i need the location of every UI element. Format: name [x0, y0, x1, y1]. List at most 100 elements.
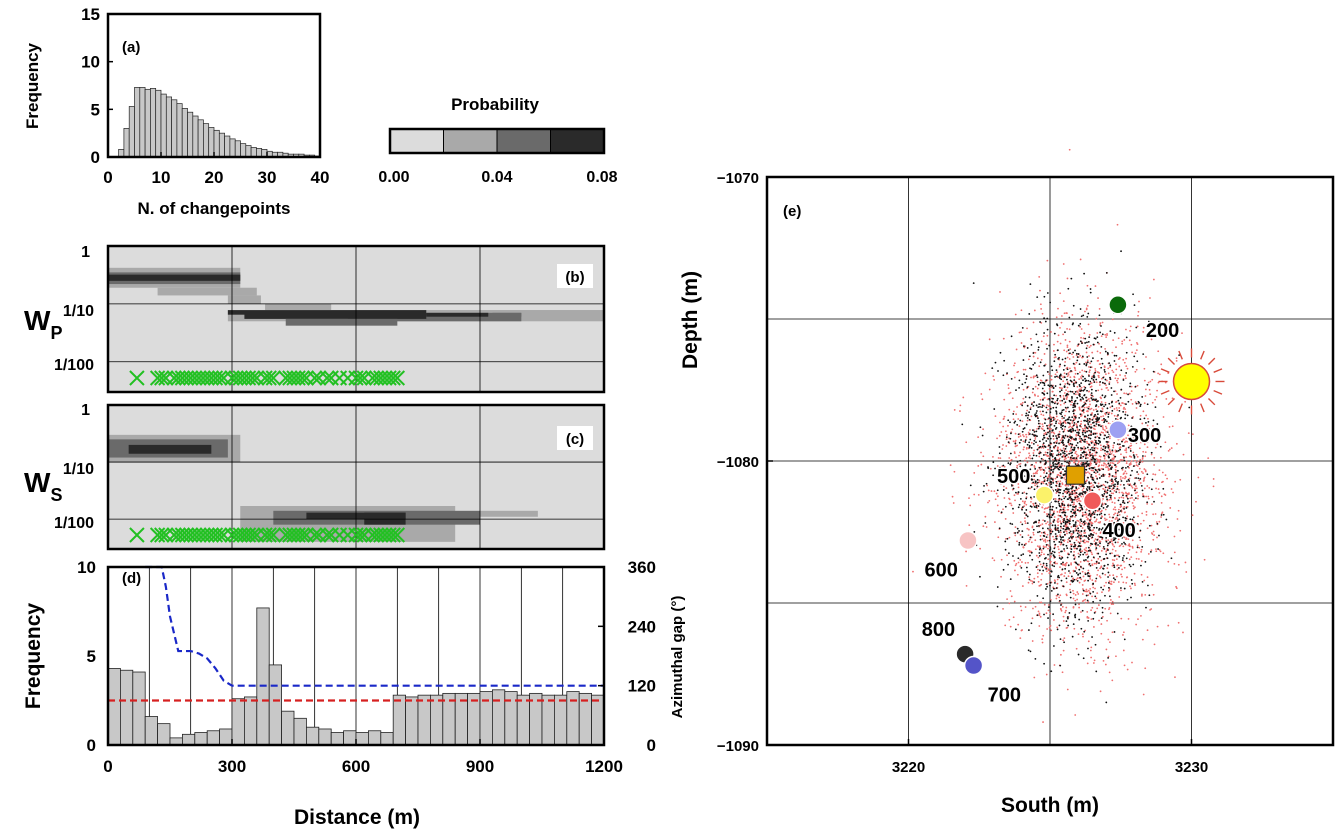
panel-e-event-red [1106, 386, 1108, 389]
panel-e-event-red [1038, 625, 1041, 627]
panel-e-event-red [1048, 424, 1050, 427]
panel-e-event-black [1008, 552, 1010, 555]
panel-e-event-black [1131, 365, 1134, 368]
panel-e-event-red [1164, 494, 1167, 496]
panel-e-event-red [1041, 523, 1044, 526]
panel-e-event-black [1083, 630, 1086, 633]
panel-e-event-red [1054, 498, 1057, 500]
panel-e-event-red [1148, 438, 1151, 441]
panel-e-event-black [1069, 428, 1072, 431]
panel-e-event-red [1085, 522, 1087, 524]
panel-e-event-red [1131, 539, 1134, 542]
panel-e-event-red [1096, 592, 1099, 594]
panel-e-event-black [1067, 418, 1070, 421]
panel-e-event-red [1162, 552, 1165, 555]
panel-e-event-black [1045, 583, 1048, 586]
panel-e-event-black [1050, 450, 1053, 452]
panel-e-event-black [1066, 617, 1069, 620]
panel-e-event-red [1131, 661, 1133, 664]
panel-e-event-black [1069, 591, 1072, 594]
panel-e-event-red [1007, 424, 1009, 427]
panel-e-event-black [1081, 355, 1084, 358]
panel-e-event-red [1061, 483, 1064, 486]
panel-e-event-black [1042, 398, 1044, 401]
panel-e-event-red [1140, 550, 1143, 553]
panel-e-event-black [1082, 429, 1085, 432]
panel-c-marker [261, 527, 277, 543]
panel-b-marker [211, 370, 228, 386]
panel-e-event-red [1149, 297, 1151, 299]
panel-e-event-red [1055, 415, 1058, 418]
panel-e-event-black [1094, 595, 1097, 598]
panel-e-event-red [985, 526, 988, 528]
panel-e-event-black [1036, 485, 1039, 488]
panel-e-event-red [1064, 490, 1067, 493]
panel-e-event-black [1031, 457, 1034, 460]
panel-a-bar [245, 145, 252, 158]
panel-e-event-black [1131, 531, 1133, 534]
panel-e-event-black [1058, 482, 1061, 485]
panel-e-event-red [1098, 473, 1101, 476]
panel-e-event-black [1038, 552, 1041, 554]
panel-e-event-black [1094, 432, 1097, 435]
panel-e-event-red [1059, 342, 1062, 345]
panel-e-event-black [1104, 480, 1107, 483]
panel-e-ytick-label: −1090 [717, 738, 759, 755]
panel-e-event-black [1129, 382, 1132, 385]
panel-e-event-red [1070, 532, 1073, 535]
panel-e-event-red [1023, 517, 1026, 519]
panel-e-event-black [1039, 451, 1042, 454]
panel-e-event-red [1154, 446, 1157, 449]
panel-e-event-red [1064, 564, 1067, 567]
panel-e-event-red [1126, 576, 1129, 579]
panel-e-event-black [1145, 422, 1147, 424]
panel-e-event-black [1112, 484, 1115, 487]
panel-e-event-red [1052, 452, 1054, 455]
panel-e-event-red [1153, 464, 1155, 466]
panel-e-event-red [1015, 413, 1018, 416]
panel-e-event-black [1037, 509, 1040, 512]
panel-e-event-red [1043, 471, 1045, 474]
panel-e-event-black [1026, 522, 1029, 525]
panel-e-event-red [1114, 466, 1117, 468]
panel-e-event-red [1059, 485, 1062, 488]
panel-e-event-red [1104, 347, 1107, 350]
panel-e-event-red [1149, 393, 1152, 396]
panel-e-event-red [1048, 626, 1051, 629]
panel-e-event-black [1092, 511, 1095, 514]
panel-e-sun-ray [1178, 350, 1183, 360]
panel-d-bar [206, 730, 220, 746]
panel-e-event-black [1032, 387, 1035, 390]
panel-e-event-red [1102, 659, 1105, 662]
panel-e-event-red [1079, 521, 1081, 524]
panel-e-event-red [1048, 536, 1051, 539]
panel-e-event-black [1045, 562, 1048, 565]
panel-e-event-black [1030, 344, 1033, 346]
panel-d-bar [107, 668, 121, 746]
panel-e-event-red [1098, 575, 1101, 578]
panel-e-event-black [1094, 405, 1097, 408]
panel-e-event-black [1102, 448, 1104, 451]
panel-e-event-black [1070, 380, 1073, 383]
panel-e-event-black [1030, 486, 1033, 488]
panel-e-event-black [1117, 449, 1120, 452]
panel-e-event-red [1150, 524, 1153, 527]
panel-e-event-red [1132, 519, 1134, 522]
panel-e-event-red [1092, 427, 1095, 430]
panel-e-event-black [1076, 396, 1079, 399]
panel-e-event-red [1043, 405, 1046, 408]
panel-e-event-black [1054, 488, 1057, 491]
panel-e-event-black [1038, 569, 1041, 572]
panel-e-event-black [1093, 461, 1096, 463]
panel-e-event-black [1040, 482, 1043, 485]
panel-e-event-red [1145, 510, 1148, 513]
panel-e-event-black [1130, 439, 1133, 442]
panel-e-event-black [1066, 527, 1068, 529]
panel-e-event-black [1042, 374, 1045, 377]
panel-e-event-black [1086, 430, 1088, 433]
panel-e-event-red [1072, 459, 1075, 462]
panel-a-bar [256, 148, 263, 158]
panel-e-event-red [1109, 406, 1112, 409]
panel-e-event-red [1128, 500, 1131, 503]
panel-e-event-red [1000, 575, 1002, 578]
